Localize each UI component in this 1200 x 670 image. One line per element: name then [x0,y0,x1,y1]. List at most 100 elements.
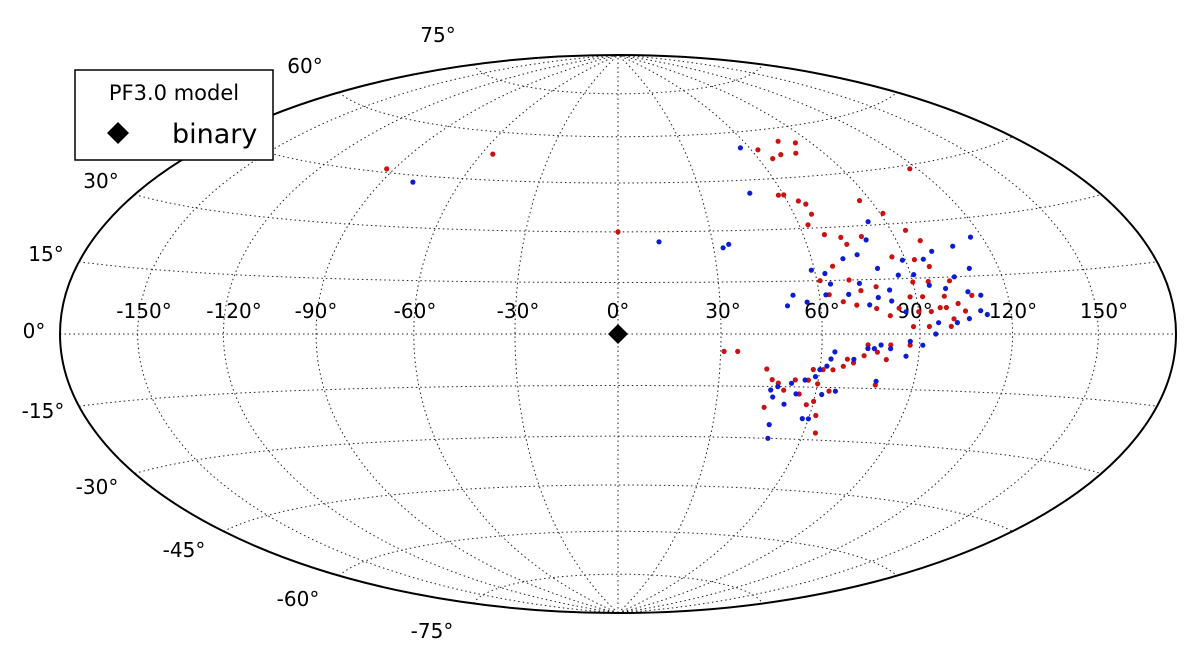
blue-point [804,299,810,305]
parallel-line [473,64,763,95]
blue-point [793,391,799,397]
blue-point [802,377,808,383]
blue-point [410,179,416,185]
blue-point [768,387,774,393]
red-point [817,278,823,284]
red-point [917,238,923,244]
blue-point [863,237,869,243]
blue-point [766,422,772,428]
longitude-tick-label: 120° [989,299,1037,323]
red-point [854,302,860,308]
red-point [910,279,916,285]
blue-point [851,356,857,362]
red-point [962,308,969,314]
red-point [873,284,879,290]
blue-point [978,308,984,314]
blue-point [903,309,909,315]
red-point [844,356,851,362]
blue-point [966,265,972,271]
blue-point [819,391,825,398]
red-point [812,430,819,436]
legend-box [74,69,274,161]
blue-point [832,388,839,394]
blue-point [889,298,895,304]
red-point [735,348,741,354]
red-point [384,166,390,172]
red-point [811,398,817,404]
blue-point [656,239,662,245]
latitude-tick-label: 60° [287,54,322,78]
binary-marker [608,324,628,344]
red-point [821,232,828,238]
red-point [775,138,781,144]
parallel-line [338,92,898,138]
blue-point [765,435,771,441]
red-point [840,299,846,305]
meridian-line [617,54,722,614]
blue-point [874,265,881,271]
blue-point [873,378,879,384]
blue-point [907,338,913,344]
red-point [755,147,761,153]
blue-point [840,256,846,262]
red-point [803,402,809,408]
red-point [926,323,933,330]
parallel-line [223,484,1013,532]
red-point [858,288,864,294]
blue-point [926,282,932,288]
red-point [969,292,975,298]
red-point [844,241,850,247]
blue-point [966,316,973,322]
meridian-line [137,54,619,614]
latitude-tick-label: 30° [83,169,118,193]
latitude-tick-label: -60° [277,587,320,611]
meridian-line [514,54,619,614]
blue-point [737,145,744,151]
blue-point [929,248,935,254]
longitude-tick-label: -120° [206,299,261,323]
blue-point [967,234,974,240]
blue-point [856,280,863,286]
red-point [861,353,867,359]
sky-boundary-ellipse [59,54,1177,614]
red-point [808,211,815,217]
blue-point [854,252,860,258]
latitude-tick-label: -75° [411,619,454,643]
blue-point [978,292,984,298]
red-point [874,349,881,355]
red-point [813,412,819,419]
blue-point [784,303,791,309]
red-point [887,313,893,319]
red-point [778,152,784,158]
red-point [792,377,798,383]
parallel-line [223,136,1013,184]
red-point [943,304,950,311]
blue-point [950,243,956,249]
red-point [830,367,836,373]
red-point [948,323,954,329]
blue-point [954,320,961,326]
red-point [810,366,816,373]
parallel-line [134,194,1102,233]
red-point [911,257,918,263]
red-point [721,348,727,354]
blue-point [878,342,884,348]
red-point [775,192,782,198]
legend-entry-binary: binary [172,119,257,150]
blue-point [781,401,787,407]
red-point [781,387,787,393]
red-point [858,233,865,240]
blue-point [903,353,909,359]
blue-point [823,292,829,298]
latitude-tick-label: 75° [420,23,455,47]
red-point [907,166,913,172]
meridian-line [617,54,823,614]
legend-title: PF3.0 model [109,81,239,105]
red-point [910,324,917,330]
blue-point [875,294,881,301]
red-point [805,222,811,228]
red-point [880,210,886,216]
latitude-tick-label: -30° [76,475,119,499]
blue-point [808,267,814,273]
